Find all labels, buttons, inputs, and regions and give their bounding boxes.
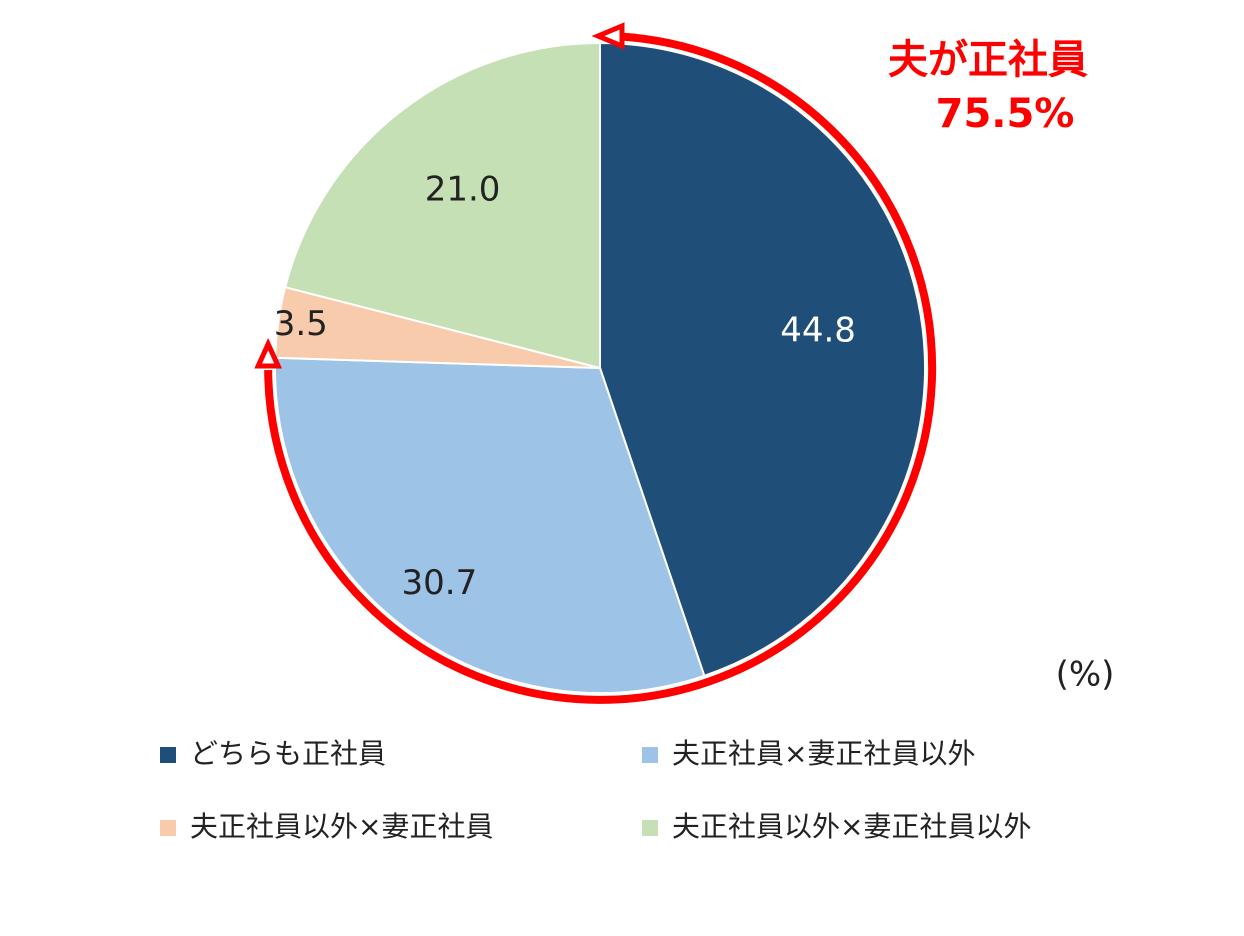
unit-label: (%) [1056, 655, 1115, 695]
legend-swatch [642, 820, 658, 836]
legend-swatch [642, 747, 658, 763]
pie-slice [274, 356, 706, 694]
arrow-head [591, 22, 625, 50]
annotation: 夫が正社員 [888, 37, 1088, 83]
legend-label: 夫正社員×妻正社員以外 [672, 737, 975, 770]
pie-slice [283, 41, 601, 370]
legend-label: 夫正社員以外×妻正社員 [190, 810, 493, 843]
legend-swatch [160, 820, 176, 836]
data-label: 3.5 [274, 304, 328, 344]
legend-swatch [160, 747, 176, 763]
data-label: 30.7 [402, 563, 478, 603]
data-label: 44.8 [780, 311, 856, 351]
arrow-head [254, 338, 283, 369]
bracket-arc [264, 32, 937, 704]
pie-slice [599, 41, 926, 678]
legend-label: どちらも正社員 [190, 737, 386, 770]
legend-label: 夫正社員以外×妻正社員以外 [672, 810, 1031, 843]
data-label: 21.0 [425, 169, 501, 209]
annotation: 75.5% [936, 91, 1075, 137]
